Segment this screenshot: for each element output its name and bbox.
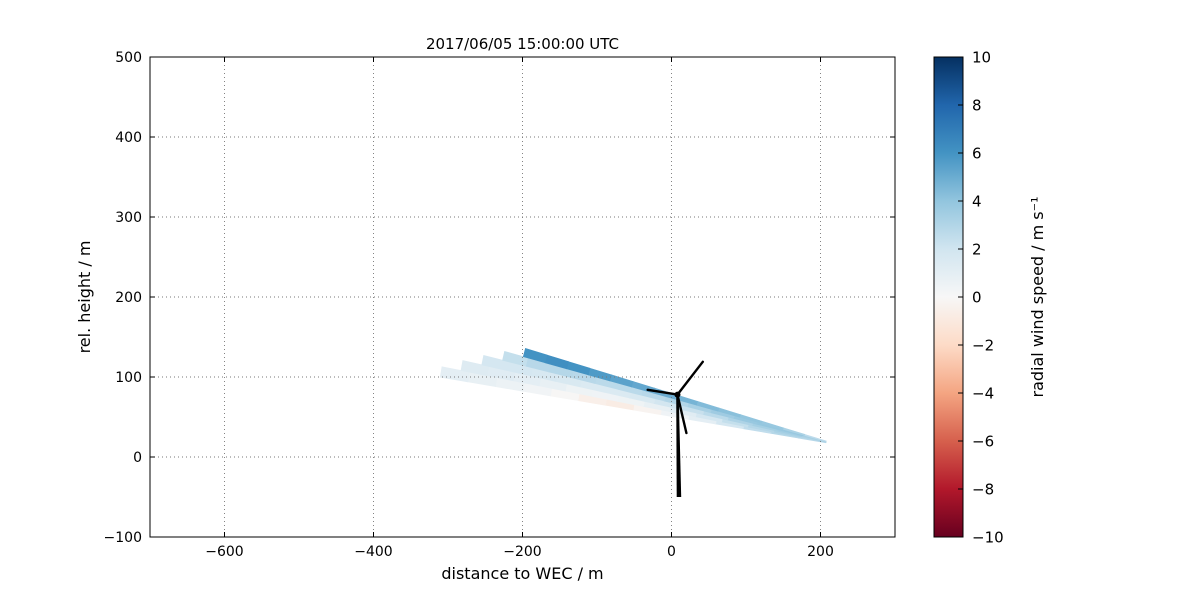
scan-cell [439, 366, 470, 383]
x-tick-label: 0 [667, 544, 676, 560]
y-tick-label: 200 [115, 290, 142, 306]
colorbar-tick-label: 8 [972, 96, 982, 114]
colorbar-tick-label: 4 [972, 192, 982, 210]
colorbar-tick-label: −8 [972, 480, 994, 498]
colorbar-tick-label: −10 [972, 528, 1004, 546]
colorbar-tick-label: −4 [972, 384, 994, 402]
turbine-annotation [646, 360, 704, 497]
scan-heatmap [439, 347, 827, 444]
turbine-blade [676, 360, 704, 396]
axis-tick-labels: −600 −400 −200 0 200 −100 0 100 200 300 400 500 [104, 50, 834, 560]
scan-cell [522, 347, 548, 364]
grid-lines [150, 57, 895, 537]
y-tick-label: 400 [115, 130, 142, 146]
y-tick-label: 100 [115, 370, 142, 386]
colorbar-tick-label: 0 [972, 288, 982, 306]
y-tick-label: 0 [133, 450, 142, 466]
scan-cell [481, 355, 509, 371]
colorbar-tick-label: 2 [972, 240, 982, 258]
turbine-blade [646, 388, 679, 396]
x-tick-label: −400 [354, 544, 392, 560]
colorbar: 10 8 6 4 2 0 −2 −4 −6 −8 −10 [933, 48, 1004, 546]
y-tick-label: 500 [115, 50, 142, 66]
colorbar-label: radial wind speed / m s⁻¹ [1028, 196, 1047, 398]
x-tick-label: 200 [807, 544, 834, 560]
plot-title: 2017/06/05 15:00:00 UTC [425, 35, 620, 53]
turbine-hub [674, 391, 681, 398]
y-axis-label: rel. height / m [75, 240, 94, 354]
axis-ticks [150, 56, 895, 538]
x-axis-label: distance to WEC / m [441, 564, 604, 583]
scan-cell [502, 350, 528, 367]
turbine-tower [676, 394, 682, 497]
colorbar-tick-label: −2 [972, 336, 994, 354]
colorbar-tick-label: 6 [972, 144, 982, 162]
x-tick-label: −200 [503, 544, 541, 560]
turbine-blade [676, 393, 688, 435]
colorbar-tick-label: −6 [972, 432, 994, 450]
scan-cell [460, 360, 490, 377]
x-tick-label: −600 [205, 544, 243, 560]
y-tick-label: 300 [115, 210, 142, 226]
colorbar-tick-label: 10 [972, 48, 991, 66]
y-tick-label: −100 [104, 530, 142, 546]
